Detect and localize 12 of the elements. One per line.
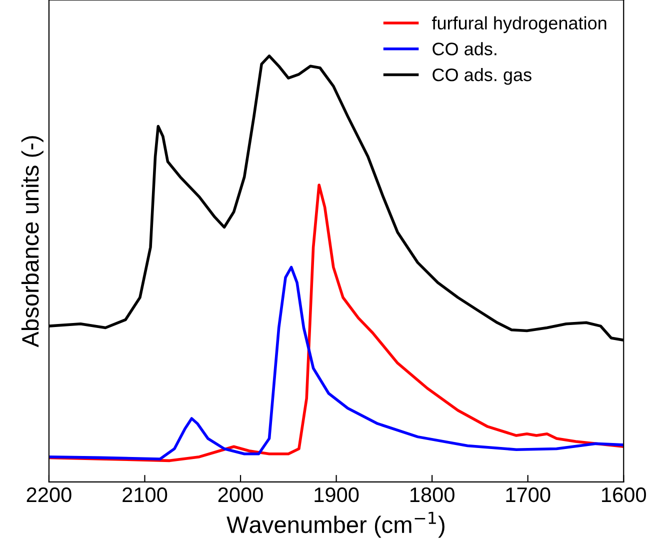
legend-label: CO ads. [432,42,496,56]
x-tick-label: 2000 [218,487,263,502]
x-tick-label: 2200 [26,487,72,502]
x-tick-label: 1600 [602,487,646,502]
legend-label: CO ads. gas [432,68,532,85]
x-tick-label: 1700 [506,487,550,502]
x-tick-label: 1900 [314,487,359,502]
legend-label: furfural hydrogenation [432,16,606,34]
x-tick-label: 1800 [410,487,454,502]
x-axis-title: Wavenumber (cm$^{−1}$) [226,512,444,538]
x-tick-label: 2100 [122,487,168,502]
y-axis-title: Absorbance units (-) [21,136,44,348]
